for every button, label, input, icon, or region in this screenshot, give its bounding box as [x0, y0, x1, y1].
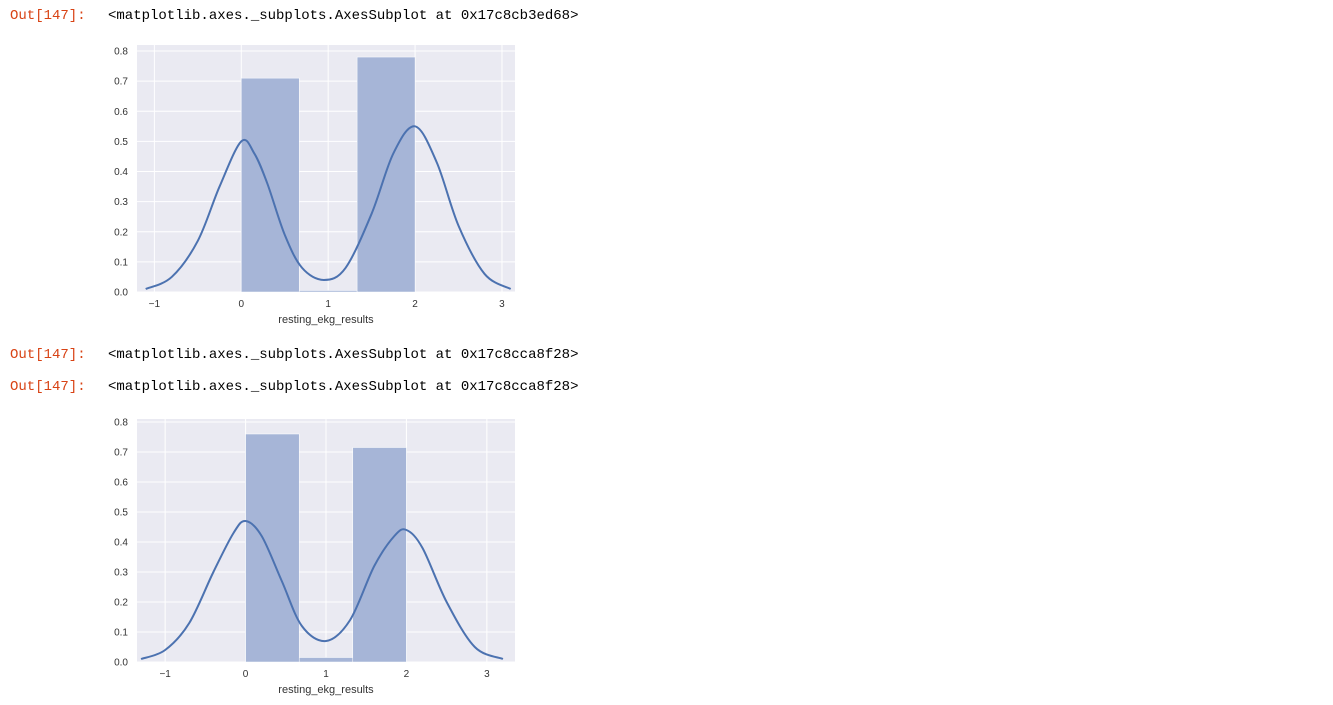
histogram-bar: [298, 657, 354, 663]
y-tick-label: 0.5: [114, 137, 128, 148]
output-repr-text: <matplotlib.axes._subplots.AxesSubplot a…: [108, 8, 579, 24]
y-tick-label: 0.2: [114, 598, 128, 609]
output-line-2: Out[147]: <matplotlib.axes._subplots.Axe…: [10, 345, 578, 365]
x-axis-label: resting_ekg_results: [278, 684, 374, 696]
y-tick-label: 0.4: [114, 167, 128, 178]
y-tick-label: 0.1: [114, 257, 128, 268]
y-tick-label: 0.8: [114, 418, 128, 429]
y-tick-label: 0.3: [114, 568, 128, 579]
output-prompt: Out[147]:: [10, 347, 86, 363]
output-line-1: Out[147]: <matplotlib.axes._subplots.Axe…: [10, 6, 578, 26]
x-tick-label: 2: [412, 299, 418, 310]
x-tick-label: 2: [404, 669, 410, 680]
y-tick-label: 0.4: [114, 538, 128, 549]
plot-area: [137, 45, 515, 292]
y-tick-label: 0.7: [114, 77, 128, 88]
output-repr-text: <matplotlib.axes._subplots.AxesSubplot a…: [108, 347, 579, 363]
y-tick-label: 0.7: [114, 448, 128, 459]
y-tick-label: 0.8: [114, 47, 128, 58]
y-tick-label: 0.5: [114, 508, 128, 519]
x-tick-label: 1: [325, 299, 331, 310]
x-tick-label: −1: [149, 299, 161, 310]
histogram-bar: [298, 290, 358, 293]
histogram-plot-1: −1 0 1 2 3 0.0 0.1 0.2 0.3 0.4 0.5 0.6 0.7 0.8 resting…: [114, 45, 515, 326]
y-tick-label: 0.6: [114, 107, 128, 118]
x-tick-label: 1: [323, 669, 329, 680]
y-tick-label: 0.3: [114, 197, 128, 208]
kde-line: [140, 519, 504, 660]
x-axis-label: resting_ekg_results: [278, 314, 374, 326]
x-tick-label: 3: [499, 299, 505, 310]
histogram-bar: [241, 77, 300, 293]
y-tick-label: 0.0: [114, 658, 128, 669]
x-tick-label: −1: [159, 669, 171, 680]
output-prompt: Out[147]:: [10, 8, 86, 24]
kde-line: [145, 125, 512, 290]
output-prompt: Out[147]:: [10, 379, 86, 395]
x-tick-label: 0: [238, 299, 244, 310]
y-tick-label: 0.6: [114, 478, 128, 489]
output-repr-text: <matplotlib.axes._subplots.AxesSubplot a…: [108, 379, 579, 395]
x-tick-label: 3: [484, 669, 490, 680]
histogram-bar: [245, 433, 300, 663]
x-tick-label: 0: [243, 669, 249, 680]
histogram-plot-2: −1 0 1 2 3 0.0 0.1 0.2 0.3 0.4 0.5 0.6 0.7 0.8 resting…: [114, 418, 515, 696]
output-line-3: Out[147]: <matplotlib.axes._subplots.Axe…: [10, 377, 578, 397]
y-tick-label: 0.2: [114, 227, 128, 238]
y-tick-label: 0.1: [114, 628, 128, 639]
y-tick-label: 0.0: [114, 288, 128, 299]
